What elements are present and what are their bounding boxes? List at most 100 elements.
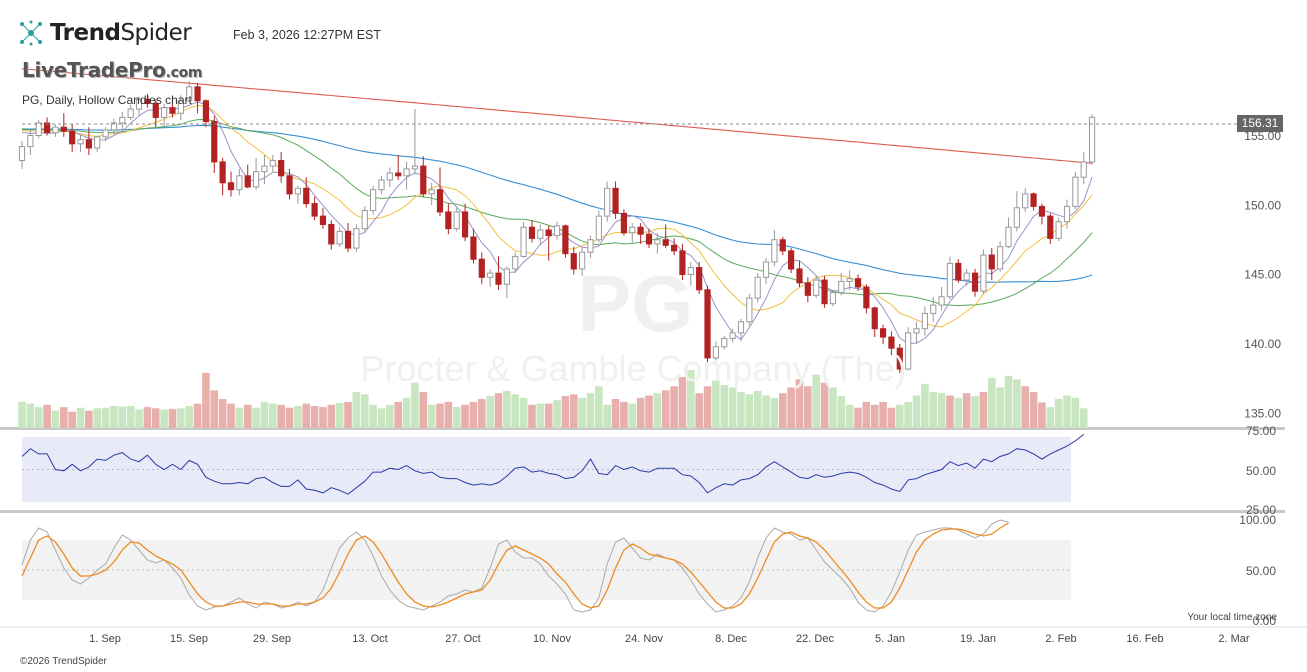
volume-bar [1079,408,1088,428]
brand-logo[interactable]: TrendSpider [18,20,192,46]
candle-body [503,268,510,285]
x-tick-label: 22. Dec [796,633,834,645]
volume-bar [135,409,143,428]
candle-body [403,168,410,177]
candle-body [746,297,753,323]
volume-bar [386,404,394,428]
volume-bar [620,401,628,428]
volume-bar [227,403,235,428]
candle-body [144,98,151,105]
volume-bar [126,405,135,428]
candle-body [27,135,34,148]
volume-bar [636,397,645,428]
price-tick-label: 140.00 [1244,337,1281,351]
x-tick-label: 24. Nov [625,633,663,645]
candle-body [1005,226,1012,248]
volume-bar [987,378,996,428]
volume-bar [51,410,60,428]
volume-bar [218,399,227,428]
volume-bar [737,392,745,428]
candle-body [512,255,519,270]
candle-body [520,226,527,257]
candle-body [762,261,770,278]
volume-bar [377,408,386,428]
volume-bar [436,403,444,428]
candle-body [236,175,243,191]
volume-bar [110,405,118,428]
volume-bar [294,405,302,428]
candle-body [461,211,469,238]
candle-body [1047,215,1054,239]
candle-body [370,189,377,212]
volume-bar [177,408,185,428]
volume-bar [394,401,402,428]
volume-bar [795,379,804,428]
candle-body [963,272,970,281]
volume-bar [168,408,177,428]
candle-body [804,282,811,296]
volume-bar [804,386,812,428]
volume-bar [327,404,336,428]
volume-bar [1029,392,1038,428]
brand-name: TrendSpider [50,20,192,46]
volume-bar [595,386,603,428]
candle-body [1055,221,1062,239]
volume-bar [335,403,344,428]
volume-bar [369,404,377,428]
volume-bar [854,407,862,428]
axes: 135.00 140.00 145.00 150.00 155.00 75.00 50.00… [0,123,1307,645]
candle-body [161,107,168,118]
candle-body [69,130,76,145]
volume-bar [829,387,837,428]
candle-body [378,179,385,191]
candle-body [169,107,176,114]
candle-body [60,126,67,132]
volume-bar [511,394,520,428]
x-tick-label: 2. Feb [1045,633,1076,645]
rsi-tick-label: 50.00 [1246,464,1276,478]
volume-bar [528,404,536,428]
candle-body [662,239,669,246]
candle-body [1063,205,1071,223]
volume-bar [611,399,620,428]
candle-body [344,230,352,249]
candle-body [913,328,920,334]
x-tick-label: 13. Oct [352,633,387,645]
x-tick-label: 29. Sep [253,633,291,645]
candle-body [846,278,853,282]
candle-body [779,239,786,252]
volume-bar [26,403,35,428]
volume-bar [151,408,160,428]
volume-bar [452,407,461,428]
volume-bar [85,410,93,428]
watermark-symbol: PG [577,259,694,348]
candle-body [771,239,778,263]
timezone-note: Your local time zone [1187,612,1277,623]
volume-bar [1063,395,1071,428]
volume-bar [101,407,110,428]
volume-bar [569,394,578,428]
volume-bar [402,397,411,428]
volume-bar [678,376,687,428]
candle-body [813,279,820,296]
volume-bar [979,392,988,428]
x-tick-label: 2. Mar [1218,633,1250,645]
volume-bar [68,411,76,428]
candle-body [712,346,719,359]
rsi-tick-label: 75.00 [1246,424,1276,438]
candle-body [696,267,703,291]
x-tick-label: 1. Sep [89,633,121,645]
candle-body [997,246,1004,270]
candle-body [612,187,619,214]
candle-body [186,86,193,102]
volume-bar [887,407,896,428]
volume-bar [185,405,193,428]
candle-body [528,226,536,239]
volume-bar [427,404,436,428]
x-tick-label: 16. Feb [1126,633,1163,645]
candle-body [955,262,962,281]
candle-body [854,278,862,288]
stoch-tick-label: 50.00 [1246,564,1276,578]
volume-bar [929,392,938,428]
